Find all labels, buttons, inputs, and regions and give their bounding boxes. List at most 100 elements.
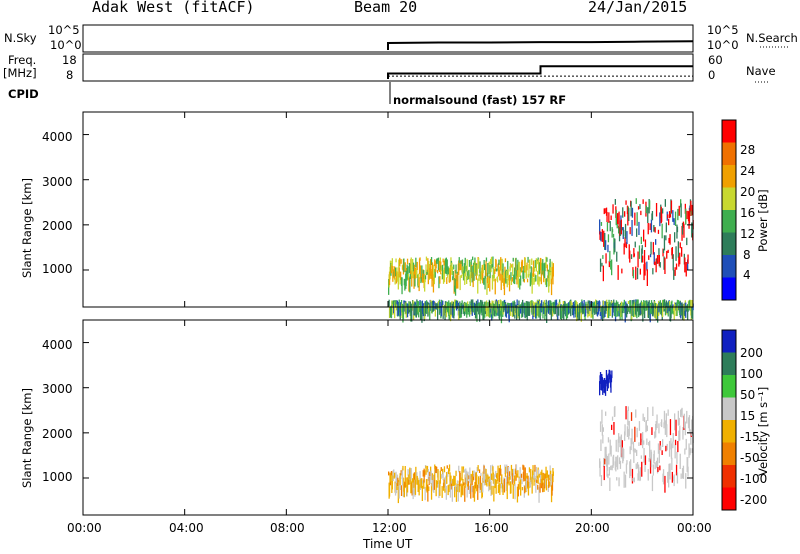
power-cell [605, 302, 607, 314]
velocity-cell [653, 450, 655, 462]
velocity-cell [627, 410, 629, 426]
power-cell [516, 304, 518, 320]
power-cell [686, 210, 688, 220]
power-cell [603, 230, 605, 247]
velocity-cell [664, 475, 666, 493]
power-cell [558, 303, 560, 316]
velocity-cell [633, 448, 635, 463]
velocity-cell [648, 457, 650, 462]
power-cell [466, 304, 468, 311]
velocity-cell [679, 425, 681, 441]
velocity-cell [655, 460, 658, 468]
power-cell [649, 305, 651, 323]
power-cell [684, 257, 686, 273]
power-cell [687, 211, 690, 222]
velocity-cell [508, 477, 510, 486]
power-cell [681, 223, 684, 235]
velocity-cell [489, 479, 491, 490]
velocity-cell [615, 456, 617, 472]
power-cell [507, 269, 509, 280]
power-cell [627, 306, 629, 311]
power-cell [392, 300, 394, 304]
velocity-cell [668, 471, 670, 488]
xtick-5: 20:00 [575, 521, 610, 535]
velocity-cell [639, 467, 641, 481]
velocity-cell [658, 423, 660, 434]
power-cell [460, 260, 462, 271]
velocity-cell [483, 465, 485, 474]
velocity-cell [430, 466, 432, 474]
power-cell [675, 246, 677, 261]
velocity-cell [675, 464, 678, 476]
velocity-cell [401, 468, 404, 486]
velocity-cell [472, 470, 474, 482]
power-colorbar [721, 119, 737, 301]
power-cell [610, 261, 612, 270]
velocity-cell [477, 484, 479, 500]
power-cell [504, 299, 506, 303]
velocity-cell [428, 477, 430, 485]
velocity-cell [634, 426, 636, 442]
power-cell [655, 203, 658, 217]
power-cell [388, 306, 391, 318]
power-cell [537, 257, 539, 261]
velocity-cell [647, 407, 649, 421]
power-cell [442, 258, 444, 263]
power-cell [430, 257, 433, 265]
power-cell [688, 207, 691, 224]
power-cell [605, 207, 608, 216]
power-cell [484, 264, 486, 271]
velocity-cell [624, 424, 626, 436]
velocity-cell [505, 475, 507, 491]
power-cell [671, 300, 673, 304]
power-cell [552, 271, 554, 285]
velocity-cell [475, 473, 477, 489]
velocity-cell [669, 463, 671, 480]
colorbar-step [722, 142, 736, 165]
power-cell [410, 257, 412, 272]
power-cell [675, 303, 677, 316]
power-cell [394, 300, 397, 308]
velocity-cell [448, 464, 451, 472]
power-cell [487, 263, 489, 278]
power-cell [465, 266, 467, 272]
velocity-cell [497, 465, 499, 478]
velocity-cell [632, 441, 635, 452]
power-cell [676, 299, 679, 310]
power-cell [412, 265, 414, 279]
power-cell [662, 300, 664, 317]
power-cell [679, 242, 681, 249]
velocity-cell [618, 433, 620, 443]
power-cell [410, 306, 412, 322]
velocity-cell [451, 485, 453, 502]
velocity-cell [451, 480, 453, 484]
power-cell [625, 242, 628, 249]
freq-line [387, 65, 693, 79]
power-cell [414, 267, 417, 279]
power-cell [612, 204, 614, 214]
velocity-cell [453, 476, 455, 486]
power-cell [414, 274, 416, 287]
power-cell [612, 302, 614, 310]
velocity-cell [503, 478, 506, 493]
power-cell [496, 268, 498, 272]
power-cell [498, 259, 500, 265]
velocity-cell [516, 486, 519, 503]
power-cell [443, 267, 446, 283]
power-cell [494, 269, 496, 274]
power-cell [600, 222, 603, 226]
axis-ticks [82, 112, 694, 515]
velocity-cell [628, 420, 630, 436]
power-cell [511, 277, 513, 282]
velocity-cell [670, 443, 673, 459]
power-cell [407, 304, 410, 314]
power-cbar-tick-16: 16 [740, 206, 756, 220]
velocity-cell [619, 436, 621, 448]
velocity-cell [675, 419, 677, 436]
velocity-cell [668, 463, 670, 476]
power-cell [398, 267, 400, 278]
power-cell [464, 257, 466, 269]
power-cell [419, 265, 422, 279]
power-cell [429, 303, 431, 320]
velocity-cell [632, 477, 634, 482]
